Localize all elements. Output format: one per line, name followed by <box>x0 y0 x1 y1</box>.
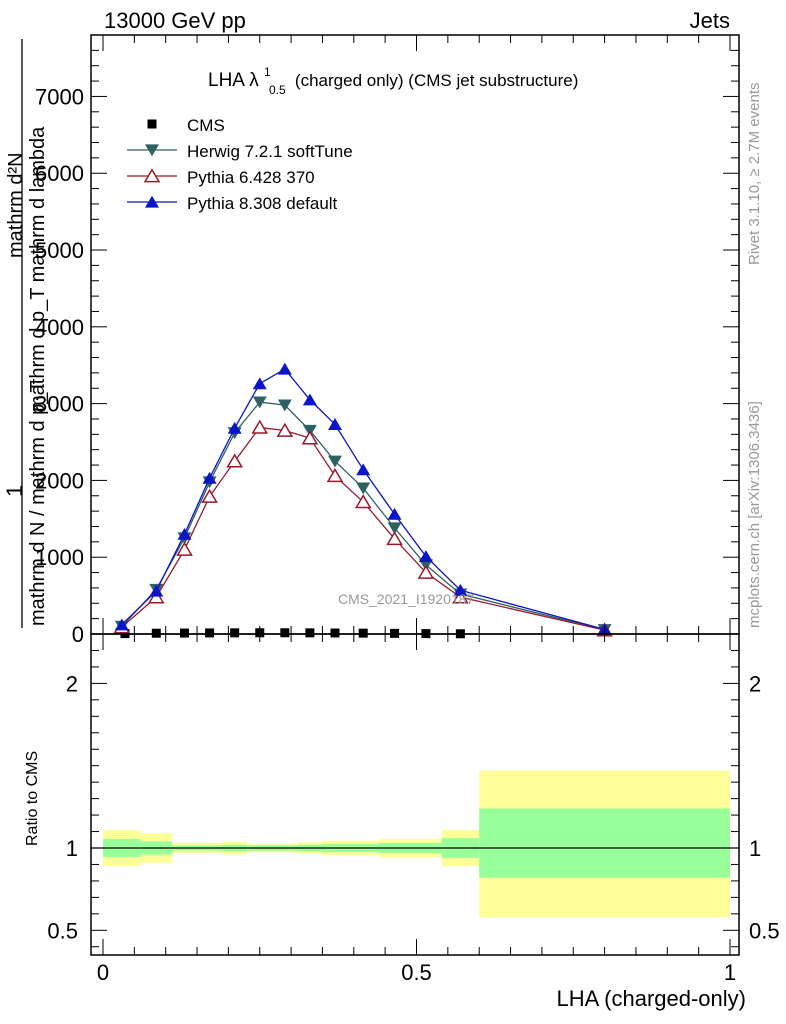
y-tick-label: 5000 <box>35 238 84 263</box>
legend-label: CMS <box>187 116 225 135</box>
data-point <box>387 522 402 535</box>
plot-title-rest: (charged only) (CMS jet substructure) <box>295 71 578 90</box>
x-tick-label: 1 <box>724 960 736 985</box>
y-tick-label: 6000 <box>35 161 84 186</box>
data-point <box>227 421 242 434</box>
ratio-y-tick-label-left: 1 <box>66 836 78 861</box>
y-tick-label: 3000 <box>35 392 84 417</box>
data-point <box>452 589 469 604</box>
data-point <box>147 589 165 604</box>
data-point <box>252 396 267 409</box>
legend-marker <box>147 119 157 129</box>
side-label-rivet: Rivet 3.1.10, ≥ 2.7M events <box>746 83 763 266</box>
watermark-label: CMS_2021_I1920187 <box>338 591 474 607</box>
data-point <box>301 430 319 445</box>
data-point <box>356 463 371 476</box>
data-point <box>177 527 192 540</box>
data-point <box>327 455 342 468</box>
ratio-y-axis-label: Ratio to CMS <box>24 751 41 846</box>
data-point <box>356 482 371 495</box>
x-tick-label: 0.5 <box>401 960 432 985</box>
legend-label: Pythia 6.428 370 <box>187 168 315 187</box>
data-point <box>418 550 433 563</box>
ratio-y-tick-label-left: 0.5 <box>47 918 78 943</box>
ratio-plot-panel: 0.5 0.5 1 1 2 2 0 0.5 1 <box>47 633 780 985</box>
y-tick-label: 0 <box>72 622 84 647</box>
y-tick-label: 2000 <box>35 468 84 493</box>
data-point <box>327 418 342 430</box>
data-point <box>417 564 435 579</box>
data-point <box>149 584 164 597</box>
series-line <box>121 426 605 631</box>
y-label-prefix-den: mathrm d N / mathrm d p_T <box>27 380 49 626</box>
y-axis-label-main: 1 mathrm d N / mathrm d p_T mathrm d²N m… <box>2 39 49 628</box>
data-point <box>176 541 193 556</box>
series-3 <box>114 362 612 635</box>
legend-marker <box>145 195 159 208</box>
ratio-y-tick-label-right: 1 <box>749 836 761 861</box>
header-left: 13000 GeV pp <box>104 8 246 33</box>
data-point <box>252 377 267 390</box>
data-point <box>305 628 315 638</box>
data-point <box>114 618 129 631</box>
y-label-numerator: mathrm d²N <box>5 152 27 258</box>
ratio-plot-frame <box>90 633 740 956</box>
plot-title: LHA λ 1 0.5 (charged only) (CMS jet subs… <box>208 60 578 99</box>
y-label-denominator: mathrm d p_T mathrm d lambda <box>27 126 49 412</box>
ratio-inner-band <box>479 808 730 878</box>
data-point <box>201 488 218 503</box>
plot-title-sub: 0.5 <box>269 83 286 97</box>
series-line <box>121 401 605 631</box>
data-point <box>386 530 403 546</box>
data-point <box>453 583 468 596</box>
y-label-prefix: 1 <box>2 485 27 497</box>
data-point <box>276 422 294 437</box>
legend: CMS Herwig 7.2.1 softTune Pythia 6.428 370… <box>127 116 353 213</box>
data-point <box>277 399 292 412</box>
ratio-y-tick-label-right: 0.5 <box>749 918 780 943</box>
data-point <box>180 628 190 638</box>
y-tick-label: 1000 <box>35 545 84 570</box>
data-point <box>277 362 292 375</box>
legend-marker <box>143 168 161 183</box>
plot-title-sup: 1 <box>264 65 271 79</box>
x-tick-label: 0 <box>97 960 109 985</box>
data-point <box>354 494 372 509</box>
data-point <box>202 471 217 484</box>
side-label-mcplots: mcplots.cern.ch [arXiv:1306.3436] <box>746 401 763 628</box>
data-point <box>302 393 317 406</box>
data-point <box>151 628 161 638</box>
y-tick-label: 4000 <box>35 315 84 340</box>
data-point <box>205 628 215 638</box>
series-line <box>121 368 605 631</box>
ratio-y-tick-label-left: 2 <box>66 671 78 696</box>
plot-title-main: LHA λ <box>208 70 259 91</box>
data-point <box>387 507 402 520</box>
data-point <box>226 453 243 468</box>
legend-label: Pythia 8.308 default <box>187 194 338 213</box>
data-point <box>251 419 269 434</box>
main-plot-panel: 0 1000 2000 3000 4000 5000 6000 7000 <box>35 34 740 647</box>
legend-label: Herwig 7.2.1 softTune <box>187 142 353 161</box>
data-point <box>280 628 290 638</box>
data-point <box>358 628 368 638</box>
x-axis-label: LHA (charged-only) <box>556 986 746 1011</box>
legend-marker <box>145 144 159 157</box>
y-tick-label: 7000 <box>35 84 84 109</box>
data-point <box>326 468 344 483</box>
data-point <box>330 628 340 638</box>
data-point <box>230 628 240 638</box>
header-right: Jets <box>690 8 730 33</box>
ratio-y-tick-label-right: 2 <box>749 671 761 696</box>
